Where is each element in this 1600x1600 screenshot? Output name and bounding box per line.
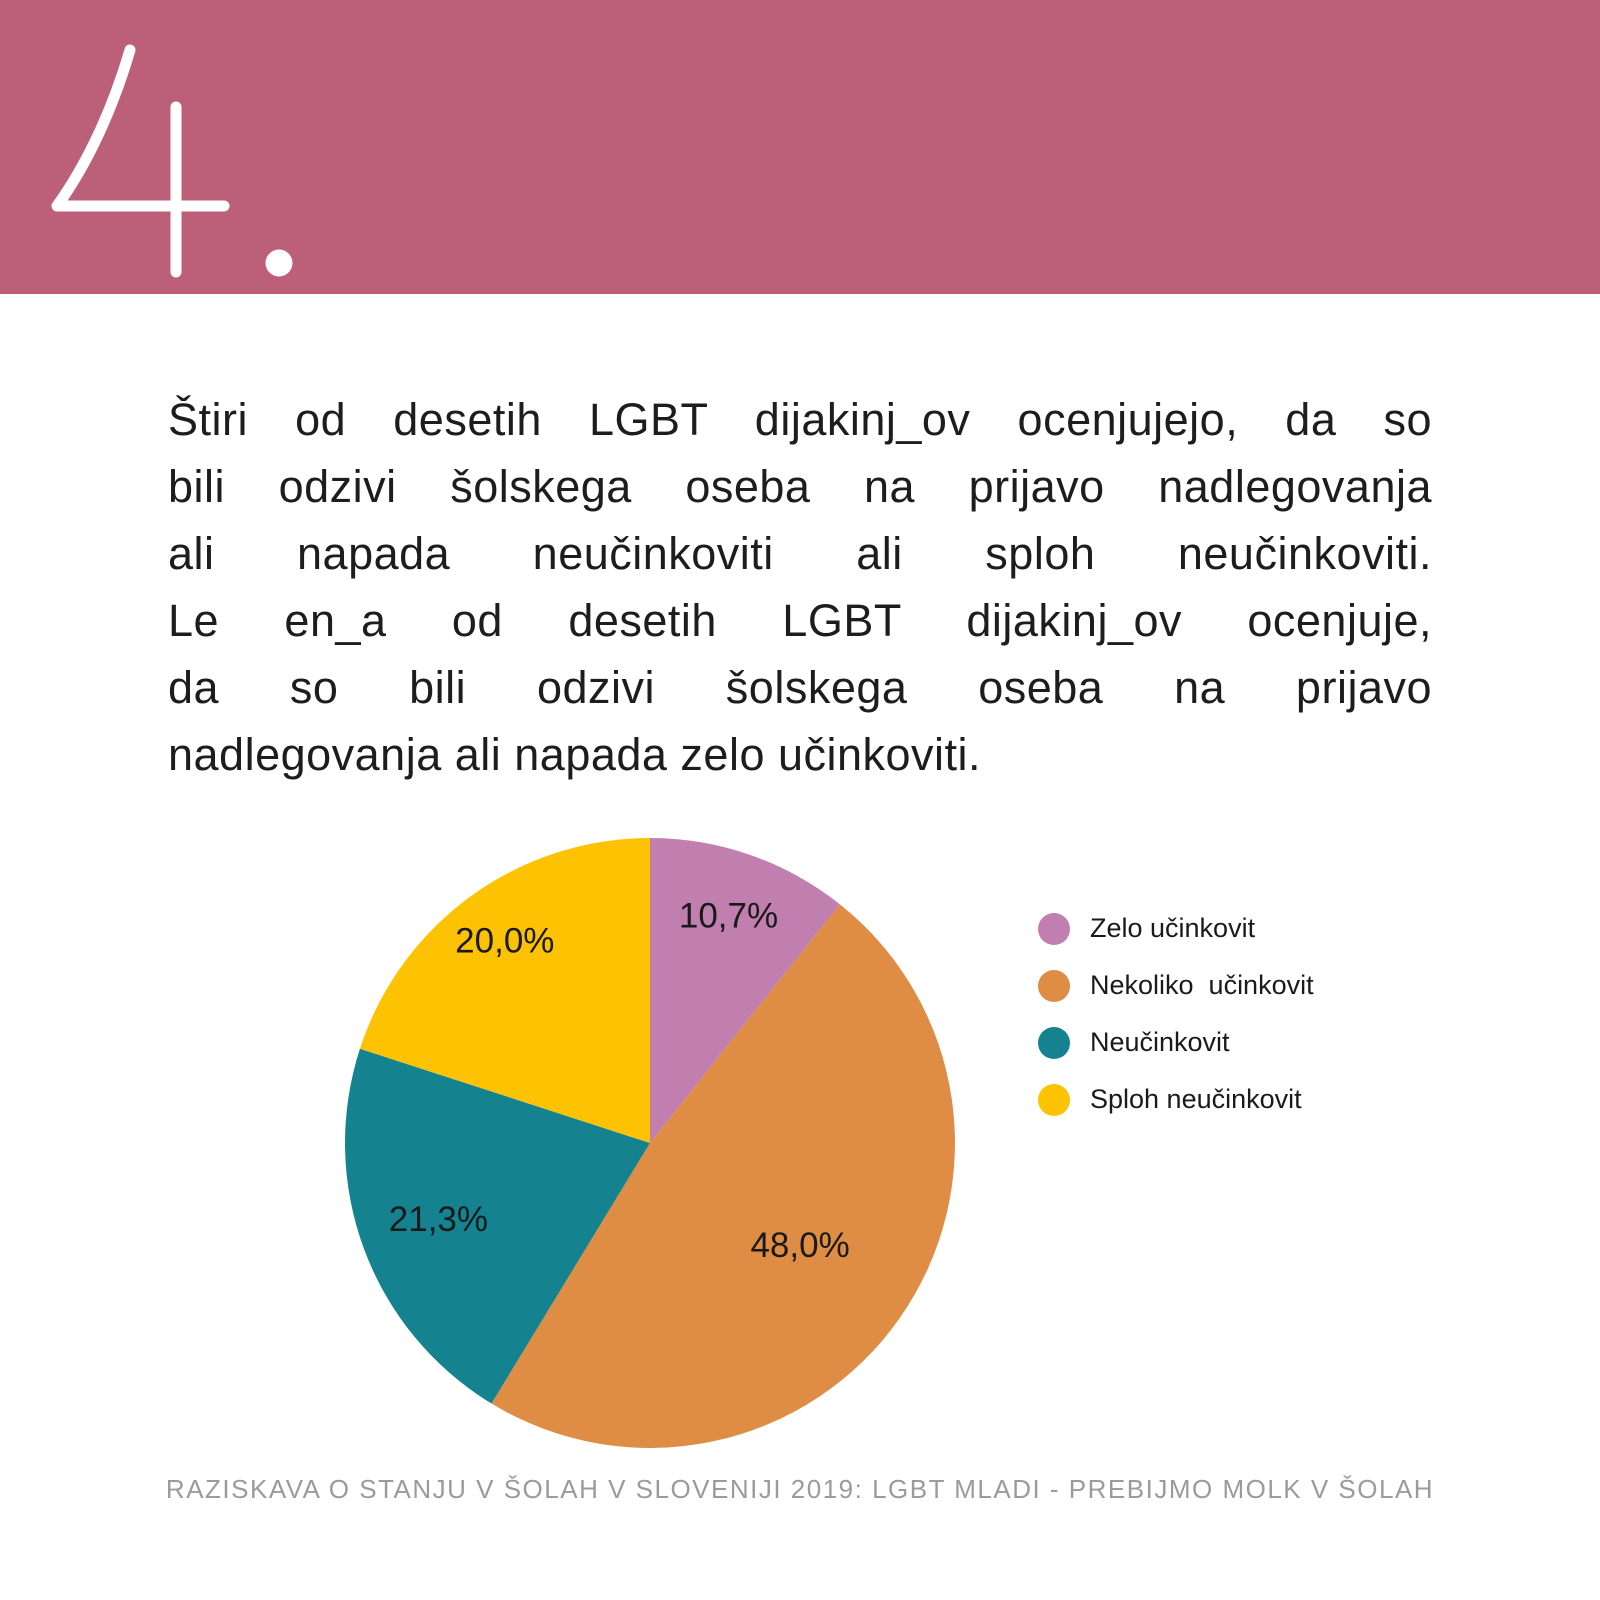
legend-color-dot [1038,1026,1070,1059]
pie-slice-label-0: 10,7% [679,897,778,936]
pie-slice-2 [345,1048,650,1404]
section-number-numeral [51,44,293,278]
legend-label: Nekoliko učinkovit [1090,970,1314,1000]
footer-source-text: RAZISKAVA O STANJU V ŠOLAH V SLOVENIJI 2… [165,1474,1435,1504]
body-line: Le en_a od desetih LGBT dijakinj_ov ocen… [168,595,1432,646]
body-text: Štiri od desetih LGBT dijakinj_ov ocenju… [168,386,1432,788]
header-band [0,0,1600,294]
pie-chart: 10,7% 48,0% 21,3% 20,0% [345,838,955,1448]
body-line: nadlegovanja ali napada zelo učinkoviti. [168,729,982,780]
pie-slice-0 [650,838,840,1143]
legend-item-1: Nekoliko učinkovit [1038,957,1314,1014]
legend-item-2: Neučinkovit [1038,1014,1314,1071]
body-line: ali napada neučinkoviti ali sploh neučin… [168,528,1432,579]
body-line: bili odzivi šolskega oseba na prijavo na… [168,461,1432,512]
pie-slice-1 [491,904,955,1448]
legend-color-dot [1038,1083,1070,1116]
pie-chart-svg: 10,7% 48,0% 21,3% 20,0% [345,838,955,1448]
body-line: da so bili odzivi šolskega oseba na prij… [168,662,1432,713]
numeral-period-dot [265,249,293,277]
pie-slice-3 [359,838,650,1143]
legend-label: Sploh neučinkovit [1090,1084,1302,1114]
footer: RAZISKAVA O STANJU V ŠOLAH V SLOVENIJI 2… [0,1474,1600,1505]
pie-slice-label-1: 48,0% [750,1226,849,1265]
legend-item-0: Zelo učinkovit [1038,900,1314,957]
legend-item-3: Sploh neučinkovit [1038,1071,1314,1128]
legend-label: Neučinkovit [1090,1027,1230,1057]
legend-color-dot [1038,969,1070,1002]
chart-legend: Zelo učinkovit Nekoliko učinkovit Neučinko… [1038,900,1314,1128]
numeral-4-diagonal-bar [51,44,230,212]
body-line: Štiri od desetih LGBT dijakinj_ov ocenju… [168,394,1432,445]
pie-slice-label-2: 21,3% [389,1200,488,1239]
legend-label: Zelo učinkovit [1090,913,1256,943]
pie-slice-label-3: 20,0% [455,921,554,960]
legend-color-dot [1038,912,1070,945]
